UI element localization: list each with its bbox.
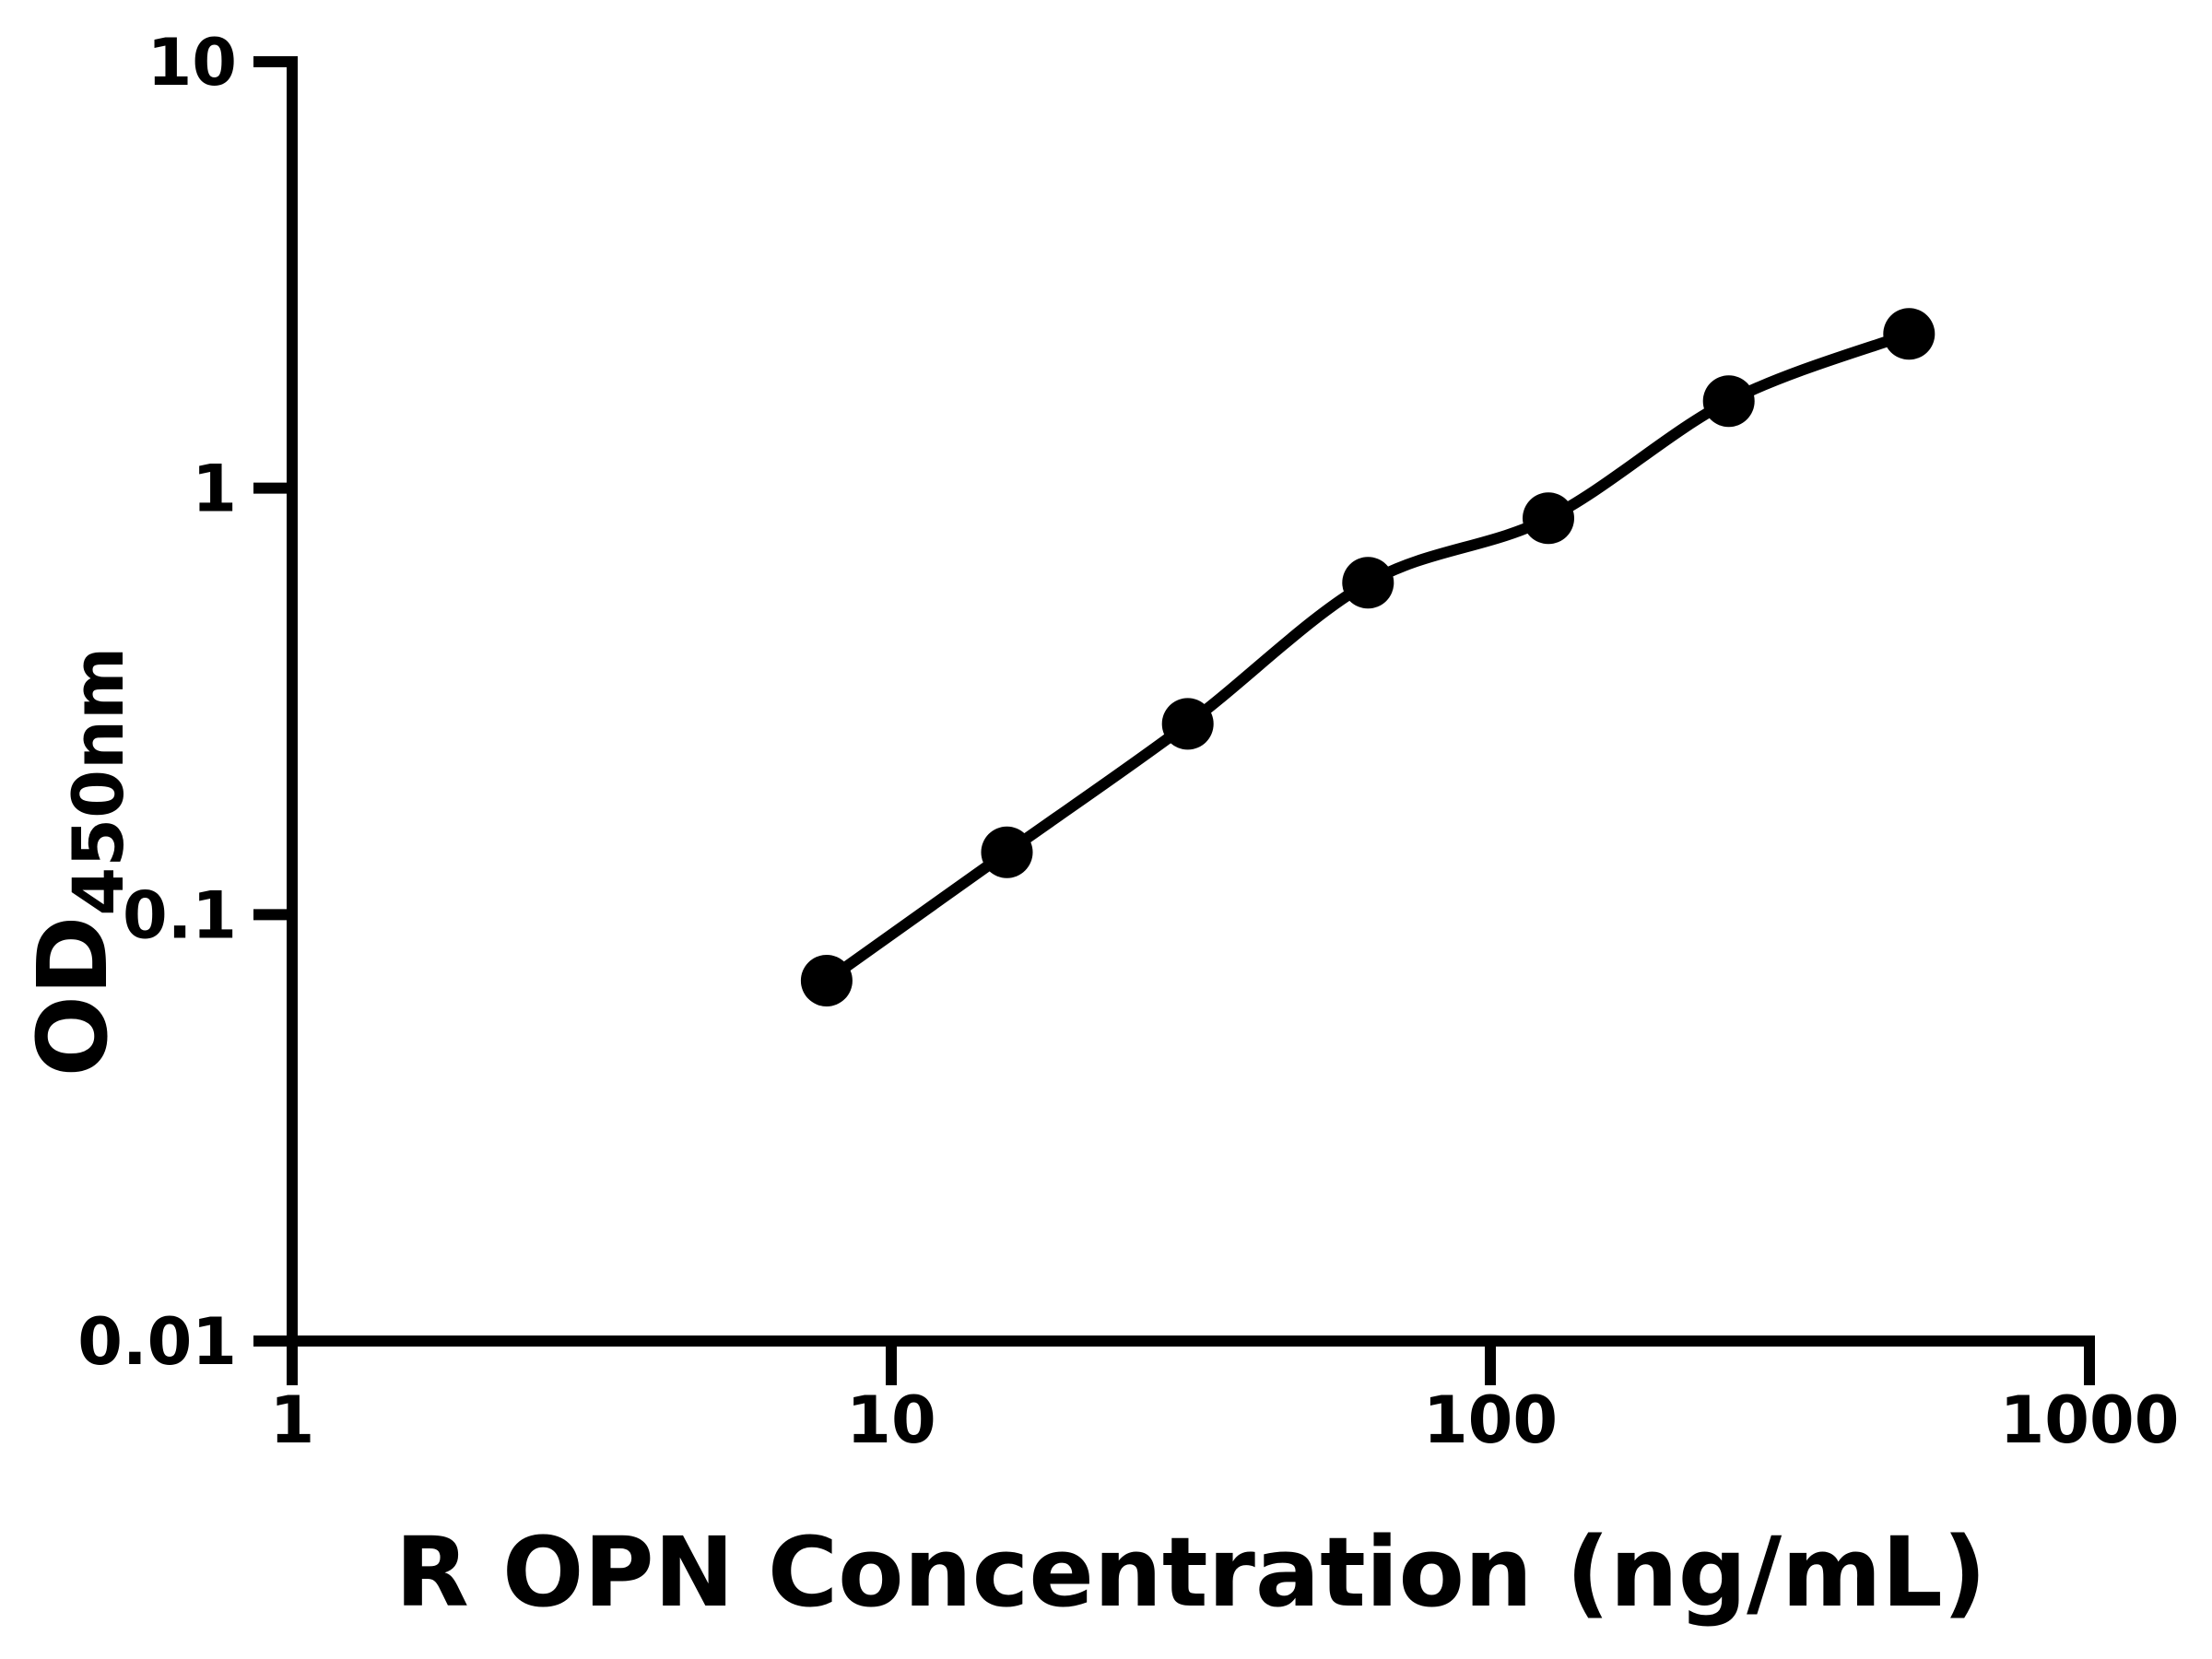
y-tick-label: 10 [147,25,237,100]
data-point [1523,492,1574,545]
data-point [1342,557,1394,609]
y-axis-title-main: OD [17,916,129,1077]
plot-layer: 0.01 0.1 1 10 1 10 100 1000 [77,25,2179,1458]
y-axis-title: OD450nm [17,647,139,1077]
data-point [1883,308,1936,360]
data-point [800,955,853,1006]
y-tick-label: 0.1 [123,877,237,953]
data-point [1702,375,1755,428]
data-point [981,826,1033,878]
x-axis-title: R OPN Concentration (ng/mL) [395,1516,1987,1629]
standard-curve-line [823,328,1912,985]
y-tick-label: 0.01 [77,1304,237,1380]
x-tick-label: 10 [846,1382,935,1458]
x-tick-label: 1000 [2000,1382,2180,1458]
y-tick-label: 1 [192,452,237,527]
data-point [1161,698,1214,750]
y-axis-title-sub: 450nm [57,647,139,916]
x-tick-label: 1 [270,1382,315,1458]
x-tick-label: 100 [1423,1382,1558,1458]
